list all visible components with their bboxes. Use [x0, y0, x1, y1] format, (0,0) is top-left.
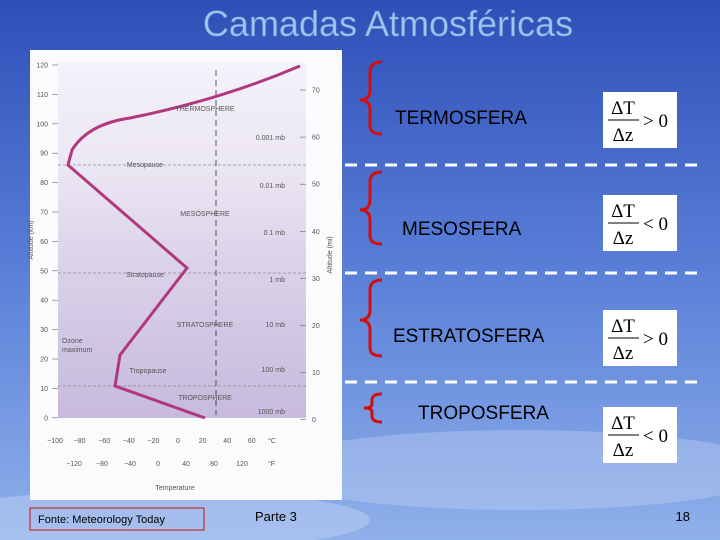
formula-relation: < 0: [643, 426, 668, 447]
annotation: Tropopause: [129, 368, 166, 375]
annotation: 10 mb: [266, 322, 286, 329]
source: Fonte: Meteorology Today: [38, 514, 165, 526]
formula-numerator: ΔT: [611, 316, 635, 337]
formula-relation: > 0: [643, 329, 668, 350]
figure-plot: [58, 62, 306, 418]
y-tick-label: 0: [44, 415, 48, 422]
annotation: STRATOSPHERE: [177, 322, 234, 329]
x-tick-label: 0: [176, 438, 180, 445]
x-tick-label: 40: [223, 438, 231, 445]
axis-title: Temperature: [155, 485, 194, 492]
x-tick-label: −80: [74, 438, 86, 445]
x2-tick-label: −80: [96, 461, 108, 468]
unit-label: °C: [268, 437, 276, 445]
page-number: 18: [676, 509, 690, 524]
source-box: [29, 507, 205, 531]
y-tick-label: 110: [37, 92, 48, 99]
layer-boundaries: [58, 164, 306, 387]
unit-label: °F: [268, 460, 275, 468]
formula-numerator: ΔT: [611, 98, 635, 119]
layer-name: TERMOSFERA: [395, 108, 527, 129]
layer-name: ESTRATOSFERA: [393, 326, 545, 347]
x2-tick-label: 40: [182, 461, 190, 468]
formula-denominator: Δz: [613, 228, 634, 249]
y2-tick-label: 70: [312, 88, 320, 95]
x-tick-label: −100: [47, 438, 63, 445]
formula-denominator: Δz: [613, 343, 634, 364]
x-tick-label: 20: [199, 438, 207, 445]
annotation: MESOSPHERE: [180, 211, 230, 218]
y2-tick-label: 50: [312, 182, 320, 189]
cloud: [0, 490, 370, 540]
annotation: maximum: [62, 347, 93, 354]
formula-denominator: Δz: [613, 125, 634, 146]
annotation: 100 mb: [262, 367, 285, 374]
x-tick-label: −20: [147, 438, 159, 445]
layer-name: TROPOSFERA: [418, 403, 549, 424]
annotation: 0.1 mb: [264, 230, 286, 237]
figure: Altitude (km) Altitude (mi) Temperature …: [28, 50, 342, 500]
layer-name: MESOSFERA: [402, 219, 522, 240]
x-tick-label: 60: [248, 438, 256, 445]
x2-tick-label: −40: [124, 461, 136, 468]
layer-list: TERMOSFERA ΔT Δz > 0 MESOSFERA ΔT Δz < 0 ESTRATO…: [393, 92, 677, 463]
braces: [359, 60, 383, 424]
y2-tick-label: 60: [312, 135, 320, 142]
annotation: 0.001 mb: [256, 135, 285, 142]
section-label: Parte 3: [255, 509, 297, 524]
y-tick-label: 10: [40, 386, 48, 393]
x-tick-label: −40: [123, 438, 135, 445]
formula-relation: < 0: [643, 214, 668, 235]
annotation: Mesopause: [127, 162, 163, 169]
y-tick-label: 80: [40, 180, 48, 187]
y-tick-label: 90: [40, 151, 48, 158]
y2-tick-label: 30: [312, 276, 320, 283]
annotation: 1 mb: [269, 277, 285, 284]
annotation: Ozone: [62, 338, 83, 345]
axis-title: Altitude (mi): [327, 236, 334, 273]
y2-tick-label: 10: [312, 370, 320, 377]
y-tick-label: 70: [40, 210, 48, 217]
axis-title: Altitude (km): [28, 220, 35, 259]
y2-tick-label: 0: [312, 417, 316, 424]
annotation: THERMOSPHERE: [175, 106, 234, 113]
x2-tick-label: 120: [236, 461, 248, 468]
x2-tick-label: −120: [66, 461, 82, 468]
temperature-profile: [66, 64, 301, 420]
formula-numerator: ΔT: [611, 201, 635, 222]
annotation: TROPOSPHERE: [178, 395, 232, 402]
x2-tick-label: 80: [210, 461, 218, 468]
formula-denominator: Δz: [613, 440, 634, 461]
y2-tick-label: 40: [312, 229, 320, 236]
x2-tick-label: 0: [156, 461, 160, 468]
y-tick-label: 20: [40, 357, 48, 364]
annotation: 1000 mb: [258, 409, 285, 416]
formula-relation: > 0: [643, 111, 668, 132]
y-tick-label: 120: [36, 63, 48, 70]
y-tick-label: 100: [36, 121, 48, 128]
annotation: Stratopause: [126, 272, 164, 279]
y-tick-label: 40: [40, 298, 48, 305]
y2-tick-label: 20: [312, 323, 320, 330]
y-tick-label: 60: [40, 239, 48, 246]
y-tick-label: 50: [40, 268, 48, 275]
x-tick-label: −60: [98, 438, 110, 445]
y-tick-label: 30: [40, 327, 48, 334]
formula-numerator: ΔT: [611, 413, 635, 434]
slide-title: Camadas Atmosféricas: [203, 3, 573, 44]
annotation: 0.01 mb: [260, 183, 285, 190]
